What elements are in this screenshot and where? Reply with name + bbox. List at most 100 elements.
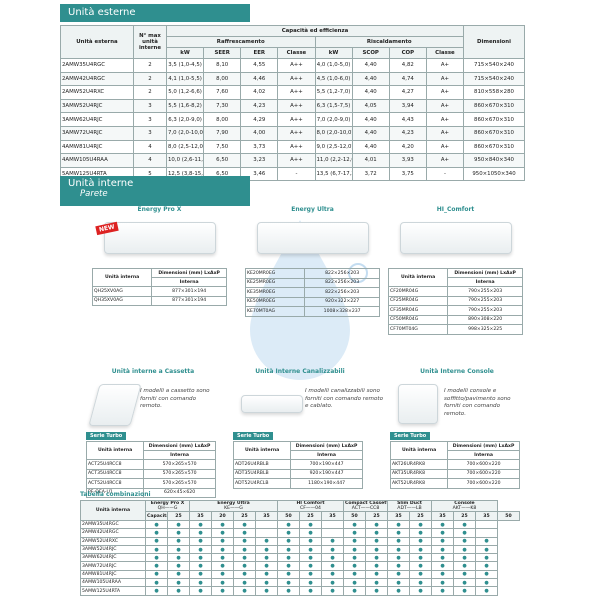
table-cell: A+ (425, 139, 465, 155)
combination-cell: ● (431, 553, 454, 563)
combination-cell: ● (145, 561, 168, 571)
combination-cell: ● (365, 544, 388, 555)
header-cell: SEER (203, 47, 242, 59)
table-cell: A++ (277, 153, 316, 168)
table-cell: 7,50 (203, 139, 242, 155)
group-code: ACT——CC8 (351, 506, 380, 511)
combination-cell: ● (167, 569, 190, 580)
table-cell: 4,40 (351, 112, 390, 127)
combination-cell: ● (145, 536, 168, 546)
capacity-cell: 50 (277, 511, 300, 521)
table-cell: 2AMW42U4RGC (80, 528, 146, 538)
table-row: ACT52U4RCC8 570×265×570 (85, 478, 216, 489)
combination-cell: ● (453, 528, 476, 538)
combination-cell: ● (321, 586, 344, 596)
table-cell: 570×265×570 (143, 468, 216, 479)
table-cell: 5,0 (1,2-6,6) (165, 85, 205, 100)
capacity-cell: 35 (431, 511, 454, 521)
combination-cell: ● (409, 569, 432, 580)
product-name: HI_Comfort (436, 206, 475, 213)
table-cell: 700×600×220 (447, 468, 520, 479)
combination-cell: ● (409, 536, 432, 546)
combination-cell: ● (409, 528, 432, 538)
table-row: KE20MR0EG 822×256×203 (244, 268, 380, 279)
table-cell: 4,1 (1,0-5,5) (165, 71, 205, 87)
table-cell: 4,43 (388, 112, 427, 127)
table-cell: 620×45×620 (143, 487, 216, 498)
table-cell: A++ (277, 112, 316, 127)
capacity-cell: 25 (365, 511, 388, 521)
table-row: 3AMW62U4RJC 3 6,3 (2,0-9,0) 8,00 4,29 A++ 7,0 … (60, 112, 525, 127)
group-name: HI Comfort (296, 501, 325, 507)
capacity-cell: 25 (453, 511, 476, 521)
product-image (398, 384, 438, 424)
capacity-cell: 35 (321, 511, 344, 521)
table-cell: ADT35U4RBLB (232, 468, 292, 479)
combination-cell: ● (189, 519, 212, 530)
combination-cell: ● (277, 536, 300, 546)
table-cell: 13,5 (6,7-17,2) (314, 166, 353, 182)
table-cell: 3,73 (240, 139, 279, 155)
table-cell: 3AMW72U4RJC (80, 561, 146, 571)
table-cell: CF35MR04G (387, 305, 449, 316)
combination-cell: ● (387, 586, 410, 596)
combination-cell: ● (453, 519, 476, 530)
table-cell: 822×256×203 (304, 268, 380, 279)
combination-cell: ● (343, 544, 366, 555)
table-cell: 4,40 (351, 71, 390, 87)
combination-cell: ● (167, 561, 190, 571)
table-cell: AKT52UR4RK8 (389, 478, 449, 489)
table-cell: A++ (277, 125, 316, 141)
combination-cell: ● (233, 569, 256, 580)
combination-cell: ● (431, 528, 454, 538)
combination-cell: ● (299, 544, 322, 555)
header-cell: Dimensioni (mm) LxAxP (143, 441, 216, 451)
table-cell: 810×558×280 (463, 85, 525, 100)
table-cell: 3,75 (388, 166, 427, 182)
spec-table: KE20MR0EG 822×256×203 KE25MR0EG 822×256×203… (244, 268, 380, 317)
combination-cell: ● (475, 578, 498, 588)
combination-cell: ● (211, 519, 234, 530)
table-cell: - (425, 166, 465, 182)
table-cell: 2 (133, 85, 167, 100)
table-cell: 4,74 (388, 71, 427, 87)
combination-cell: ● (233, 536, 256, 546)
table-cell: ACT25U4RCC8 (85, 459, 145, 470)
table-cell: 4AMW81U4RJC (60, 139, 134, 155)
header-cell: Raffrescamento (166, 36, 316, 48)
header-cell: Unità interna (387, 268, 449, 287)
combination-cell (255, 528, 278, 538)
header-cell: Interna (447, 277, 523, 287)
table-cell: 700×190×447 (290, 459, 363, 470)
indoor-heading: Unità interne Parete (60, 176, 250, 206)
header-row: kW SEER EER Classe kW SCOP COP Classe (61, 47, 525, 59)
combination-cell: ● (387, 553, 410, 563)
group-code: ADT——LB (397, 506, 422, 511)
combination-cell: ● (387, 569, 410, 580)
combination-cell: ● (475, 586, 498, 596)
table-cell: 4,82 (388, 58, 427, 73)
combination-cell: ● (145, 519, 168, 530)
product-image (88, 384, 142, 426)
table-cell: 700×600×220 (447, 478, 520, 489)
combination-cell: ● (277, 578, 300, 588)
table-cell: 4,05 (351, 98, 390, 114)
group-name: Compact Cassetto (345, 501, 388, 507)
series-tab: Serie Turbo (390, 432, 431, 440)
table-cell: 7,0 (2,0-10,0) (165, 125, 205, 141)
product-name: Unità Interne Console (420, 368, 494, 375)
table-cell: 4,0 (1,0-5,0) (314, 58, 353, 73)
table-cell: 3 (133, 125, 167, 141)
table-cell: 6,50 (203, 153, 242, 168)
table-cell: 3,94 (388, 98, 427, 114)
table-row: 2AMW35U4RGC ● ● ● ● ● ● ● ● ● ● ● ● ● (80, 519, 520, 530)
table-cell: 4 (133, 153, 167, 168)
table-cell: 4AMW81U4RJC (80, 569, 146, 580)
capacity-cell: 35 (189, 511, 212, 521)
combination-cell: ● (189, 561, 212, 571)
table-cell: 2 (133, 58, 167, 73)
header-cell: Interna (290, 450, 363, 460)
group-header: Energy Ultra KE——G (189, 500, 278, 512)
combination-cell: ● (167, 536, 190, 546)
combination-cell: ● (277, 519, 300, 530)
